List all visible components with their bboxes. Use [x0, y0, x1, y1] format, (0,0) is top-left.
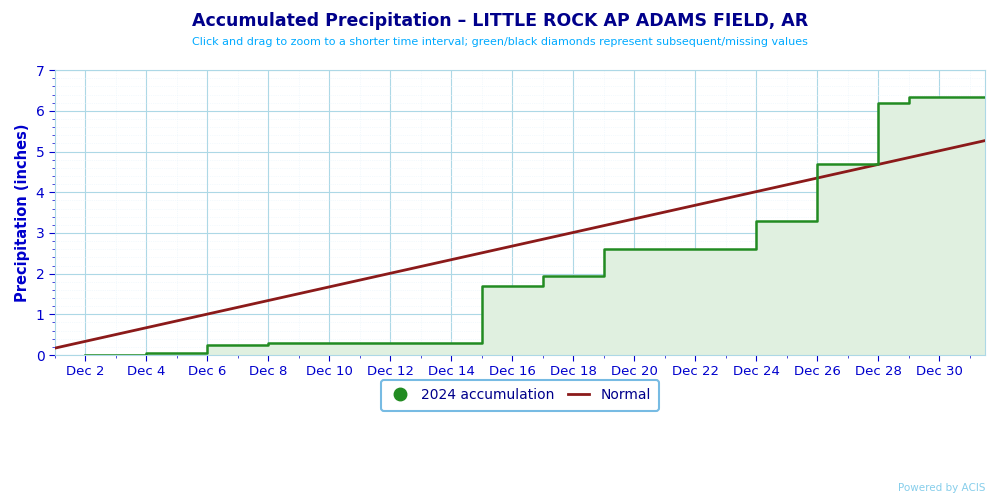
Y-axis label: Precipitation (inches): Precipitation (inches): [15, 123, 30, 302]
Text: Accumulated Precipitation – LITTLE ROCK AP ADAMS FIELD, AR: Accumulated Precipitation – LITTLE ROCK …: [192, 12, 808, 30]
Polygon shape: [85, 96, 985, 355]
Legend: 2024 accumulation, Normal: 2024 accumulation, Normal: [381, 380, 659, 411]
Text: Click and drag to zoom to a shorter time interval; green/black diamonds represen: Click and drag to zoom to a shorter time…: [192, 37, 808, 47]
Text: Powered by ACIS: Powered by ACIS: [898, 483, 985, 493]
